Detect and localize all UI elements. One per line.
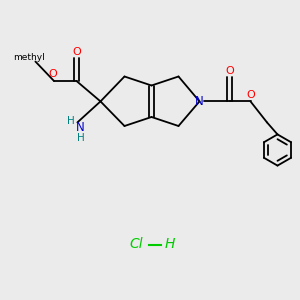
- Text: N: N: [195, 95, 204, 108]
- Text: O: O: [247, 90, 256, 100]
- Text: methyl: methyl: [13, 53, 45, 62]
- Text: O: O: [225, 66, 234, 76]
- Text: H: H: [164, 238, 175, 251]
- Text: H: H: [76, 133, 84, 143]
- Text: H: H: [67, 116, 75, 126]
- Text: O: O: [48, 69, 57, 80]
- Text: Cl: Cl: [130, 238, 143, 251]
- Text: N: N: [76, 121, 85, 134]
- Text: O: O: [72, 46, 81, 57]
